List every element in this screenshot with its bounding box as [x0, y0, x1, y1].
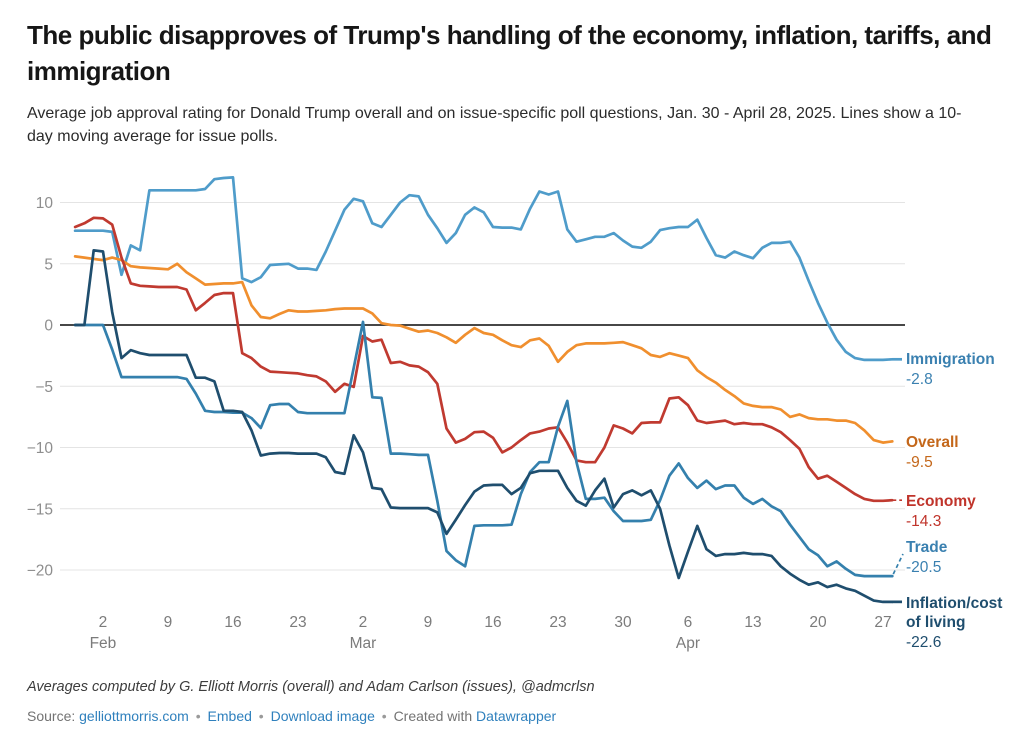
chart-byline: Averages computed by G. Elliott Morris (…	[27, 679, 595, 695]
series-label-name: Inflation/cost of living	[906, 595, 1003, 632]
series-label-name: Trade	[906, 539, 948, 556]
download-image-link[interactable]: Download image	[270, 708, 375, 724]
source-prefix: Source:	[27, 708, 76, 724]
chart-title: The public disapproves of Trump's handli…	[27, 20, 992, 86]
x-month-label: Feb	[90, 635, 117, 652]
series-label-name: Immigration	[906, 351, 995, 368]
series-label-inflation: Inflation/cost of living -22.6	[906, 594, 1012, 653]
source-line: Source: gelliottmorris.com • Embed • Dow…	[27, 708, 556, 724]
series-label-economy: Economy -14.3	[906, 492, 1012, 531]
y-tick-label: −10	[27, 440, 54, 457]
series-line-inflation	[73, 248, 894, 604]
x-month-label: Apr	[676, 635, 700, 652]
series-line-trade	[73, 320, 894, 578]
x-month-label: Mar	[350, 635, 377, 652]
x-tick-label: 23	[549, 614, 566, 631]
leader-line-trade	[892, 553, 904, 575]
source-link[interactable]: gelliottmorris.com	[79, 708, 189, 724]
y-tick-label: 0	[44, 318, 53, 335]
chart-subtitle: Average job approval rating for Donald T…	[27, 105, 962, 145]
x-tick-label: 16	[484, 614, 501, 631]
series-label-trade: Trade -20.5	[906, 538, 1012, 577]
series-label-overall: Overall -9.5	[906, 433, 1012, 472]
x-tick-label: 27	[874, 614, 891, 631]
series-label-name: Overall	[906, 434, 959, 451]
y-tick-label: −20	[27, 563, 54, 580]
x-tick-label: 16	[224, 614, 241, 631]
series-label-value: -9.5	[906, 454, 933, 472]
y-tick-label: 5	[44, 256, 53, 273]
created-with-text: Created with	[393, 708, 473, 724]
series-label-value: -14.3	[906, 513, 942, 531]
y-tick-label: −15	[27, 501, 53, 518]
x-tick-label: 9	[424, 614, 433, 631]
series-label-value: -20.5	[906, 559, 942, 577]
series-line-overall	[73, 255, 894, 444]
separator-dot: •	[195, 708, 201, 724]
x-tick-label: 23	[289, 614, 306, 631]
series-label-value: -2.8	[906, 371, 933, 389]
x-tick-label: 2	[99, 614, 108, 631]
x-tick-label: 9	[164, 614, 173, 631]
series-label-value: -22.6	[906, 634, 942, 652]
series-label-name: Economy	[906, 493, 976, 510]
x-tick-label: 2	[359, 614, 368, 631]
series-label-immigration: Immigration -2.8	[906, 350, 1012, 389]
y-tick-label: −5	[35, 379, 53, 396]
separator-dot: •	[258, 708, 264, 724]
x-tick-label: 20	[809, 614, 827, 631]
separator-dot: •	[381, 708, 387, 724]
embed-link[interactable]: Embed	[207, 708, 252, 724]
x-tick-label: 13	[744, 614, 761, 631]
y-tick-label: 10	[36, 195, 54, 212]
series-line-economy	[73, 216, 894, 503]
datawrapper-link[interactable]: Datawrapper	[476, 708, 557, 724]
x-tick-label: 6	[684, 614, 693, 631]
x-tick-label: 30	[614, 614, 632, 631]
series-line-immigration	[73, 176, 894, 362]
